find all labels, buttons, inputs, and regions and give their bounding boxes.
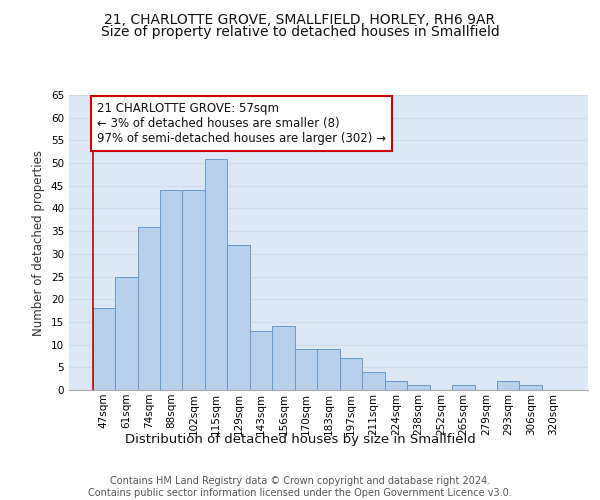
Text: 21, CHARLOTTE GROVE, SMALLFIELD, HORLEY, RH6 9AR: 21, CHARLOTTE GROVE, SMALLFIELD, HORLEY,…: [104, 12, 496, 26]
Text: Contains HM Land Registry data © Crown copyright and database right 2024.
Contai: Contains HM Land Registry data © Crown c…: [88, 476, 512, 498]
Bar: [272, 326, 295, 390]
Bar: [385, 381, 407, 390]
Y-axis label: Number of detached properties: Number of detached properties: [32, 150, 46, 336]
Bar: [452, 386, 475, 390]
Bar: [205, 158, 227, 390]
Bar: [407, 386, 430, 390]
Bar: [137, 226, 160, 390]
Text: 21 CHARLOTTE GROVE: 57sqm
← 3% of detached houses are smaller (8)
97% of semi-de: 21 CHARLOTTE GROVE: 57sqm ← 3% of detach…: [97, 102, 386, 145]
Bar: [520, 386, 542, 390]
Bar: [250, 331, 272, 390]
Bar: [295, 349, 317, 390]
Bar: [92, 308, 115, 390]
Bar: [317, 349, 340, 390]
Text: Size of property relative to detached houses in Smallfield: Size of property relative to detached ho…: [101, 25, 499, 39]
Bar: [160, 190, 182, 390]
Bar: [340, 358, 362, 390]
Text: Distribution of detached houses by size in Smallfield: Distribution of detached houses by size …: [125, 432, 475, 446]
Bar: [362, 372, 385, 390]
Bar: [497, 381, 520, 390]
Bar: [182, 190, 205, 390]
Bar: [227, 245, 250, 390]
Bar: [115, 276, 137, 390]
